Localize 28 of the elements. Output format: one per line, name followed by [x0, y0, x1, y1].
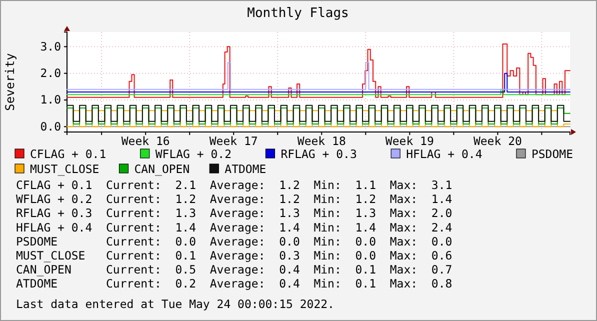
x-tick-label: Week 16 — [121, 134, 170, 148]
y-tick-label: 1.0 — [40, 92, 62, 107]
x-tick-label: Week 18 — [297, 134, 346, 148]
text: RFLAG + 0.3 Current: 1.3 Average: 1.3 Min: 1.3 Max: 2.0 — [16, 206, 452, 220]
text: HFLAG + 0.4 Current: 1.4 Average: 1.4 Min: 1.4 Max: 2.4 — [16, 220, 452, 234]
text: ATDOME Current: 0.2 Average: 0.4 Min: 0.1 Max: 0.8 — [16, 276, 452, 291]
legend-label: HFLAG + 0.4 — [406, 147, 482, 161]
text: WFLAG + 0.2 Current: 1.2 Average: 1.2 Min: 1.2 Max: 1.4 — [16, 192, 452, 206]
text: CAN_OPEN Current: 0.5 Average: 0.4 Min: 0.1 Max: 0.7 — [16, 262, 452, 277]
x-tick-label: Week 17 — [209, 134, 258, 148]
y-tick-label: 3.0 — [40, 39, 62, 54]
y-tick-label: 0.0 — [40, 119, 62, 134]
legend-label: ATDOME — [224, 162, 266, 176]
text: CFLAG + 0.1 Current: 2.1 Average: 1.2 Min: 1.1 Max: 3.1 — [16, 178, 452, 192]
legend-label: MUST_CLOSE — [30, 162, 100, 176]
text: Last data entered at Tue May 24 00:00:15 2022. — [16, 296, 334, 311]
text: MUST_CLOSE Current: 0.1 Average: 0.3 Min: 0.0 Max: 0.6 — [16, 248, 452, 262]
text: PSDOME Current: 0.0 Average: 0.0 Min: 0.0 Max: 0.0 — [16, 234, 452, 248]
legend-label: WFLAG + 0.2 — [155, 147, 232, 161]
legend-label: PSDOME — [531, 147, 574, 161]
y-axis-title: Severity — [3, 53, 17, 111]
legend-label: RFLAG + 0.3 — [280, 147, 357, 161]
legend-label: CFLAG + 0.1 — [30, 147, 106, 161]
chart-title: Monthly Flags — [247, 6, 349, 21]
x-tick-label: Week 19 — [385, 134, 434, 148]
x-tick-label: Week 20 — [473, 134, 522, 148]
y-tick-label: 2.0 — [40, 66, 62, 80]
legend-label: CAN_OPEN — [134, 162, 190, 176]
